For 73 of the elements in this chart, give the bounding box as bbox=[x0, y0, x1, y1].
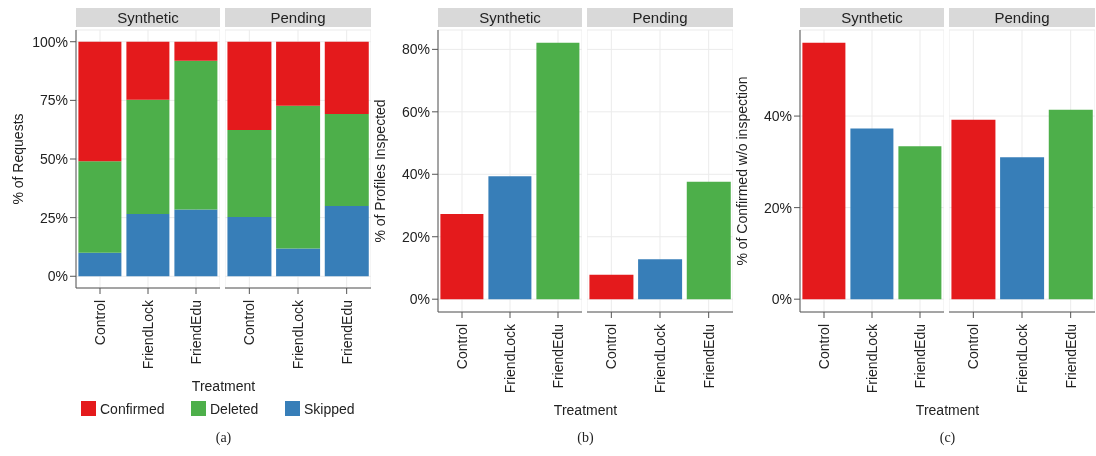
bar bbox=[440, 213, 484, 300]
chart-title: Pending bbox=[225, 8, 371, 27]
bar bbox=[324, 113, 369, 206]
chart-title: Synthetic bbox=[76, 8, 220, 27]
x-tick-label: FriendLock bbox=[501, 323, 518, 394]
y-tick-label: 75% bbox=[39, 92, 68, 109]
x-axis-title: Treatment bbox=[552, 402, 619, 418]
x-tick-label: FriendEdu bbox=[549, 324, 566, 389]
x-tick-label: FriendEdu bbox=[911, 324, 928, 389]
bar bbox=[276, 41, 321, 106]
y-tick-label: 20% bbox=[763, 199, 792, 216]
chart-title: Synthetic bbox=[438, 8, 582, 27]
bar bbox=[488, 176, 532, 300]
y-tick-label: 25% bbox=[39, 209, 68, 226]
x-tick-label: Control bbox=[453, 324, 470, 370]
x-tick-label: FriendEdu bbox=[338, 300, 355, 365]
y-tick-label: 40% bbox=[763, 108, 792, 125]
y-tick-label: 40% bbox=[401, 166, 430, 183]
bar bbox=[126, 214, 170, 277]
x-tick-label: FriendLock bbox=[863, 323, 880, 394]
x-tick-label: FriendEdu bbox=[187, 300, 204, 365]
text: (b) bbox=[576, 430, 595, 446]
bar bbox=[898, 146, 942, 300]
bar bbox=[126, 99, 170, 215]
y-axis-title: % of Requests bbox=[10, 113, 26, 205]
x-tick-label: FriendLock bbox=[289, 299, 306, 370]
text: (a) bbox=[214, 430, 233, 446]
x-tick-label: FriendLock bbox=[139, 299, 156, 370]
legend-label: Confirmed bbox=[99, 401, 165, 417]
bar bbox=[227, 129, 272, 217]
chart-title: Synthetic bbox=[800, 8, 944, 27]
x-tick-label: FriendLock bbox=[1013, 323, 1030, 394]
y-tick-label: 20% bbox=[401, 228, 430, 245]
y-tick-label: 60% bbox=[401, 103, 430, 120]
y-tick-label: 50% bbox=[39, 150, 68, 167]
bar bbox=[324, 205, 369, 277]
bar bbox=[850, 128, 894, 300]
x-tick-label: Control bbox=[241, 300, 258, 346]
y-tick-label: 0% bbox=[409, 291, 430, 308]
legend-label: Skipped bbox=[303, 401, 355, 417]
bar bbox=[536, 42, 580, 300]
x-axis-title: Treatment bbox=[190, 378, 257, 394]
bar bbox=[174, 60, 218, 210]
bar bbox=[324, 41, 369, 114]
bar bbox=[276, 105, 321, 249]
legend-label: Deleted bbox=[210, 401, 259, 417]
y-axis-title: % of Profiles Inspected bbox=[372, 99, 388, 243]
chart-title: Pending bbox=[949, 8, 1095, 27]
x-tick-label: FriendEdu bbox=[700, 324, 717, 389]
y-tick-label: 80% bbox=[401, 41, 430, 58]
bar bbox=[802, 42, 846, 300]
bar bbox=[276, 248, 321, 277]
bar bbox=[174, 209, 218, 277]
x-tick-label: Control bbox=[965, 324, 982, 370]
bar bbox=[227, 41, 272, 130]
x-tick-label: FriendLock bbox=[651, 323, 668, 394]
y-tick-label: 100% bbox=[32, 33, 68, 50]
bar bbox=[78, 161, 122, 253]
bar bbox=[78, 41, 122, 162]
bar bbox=[174, 41, 218, 61]
text: (c) bbox=[938, 430, 957, 446]
x-tick-label: Control bbox=[91, 300, 108, 346]
bar bbox=[126, 41, 170, 100]
x-tick-label: FriendEdu bbox=[1062, 324, 1079, 389]
y-tick-label: 0% bbox=[771, 291, 792, 308]
chart-title: Pending bbox=[587, 8, 733, 27]
x-tick-label: Control bbox=[603, 324, 620, 370]
x-tick-label: Control bbox=[815, 324, 832, 370]
x-axis-title: Treatment bbox=[914, 402, 981, 418]
y-axis-title: % of Confirmed w/o inspection bbox=[734, 76, 750, 266]
bar bbox=[227, 216, 272, 277]
bar bbox=[78, 252, 122, 277]
y-tick-label: 0% bbox=[47, 268, 68, 285]
